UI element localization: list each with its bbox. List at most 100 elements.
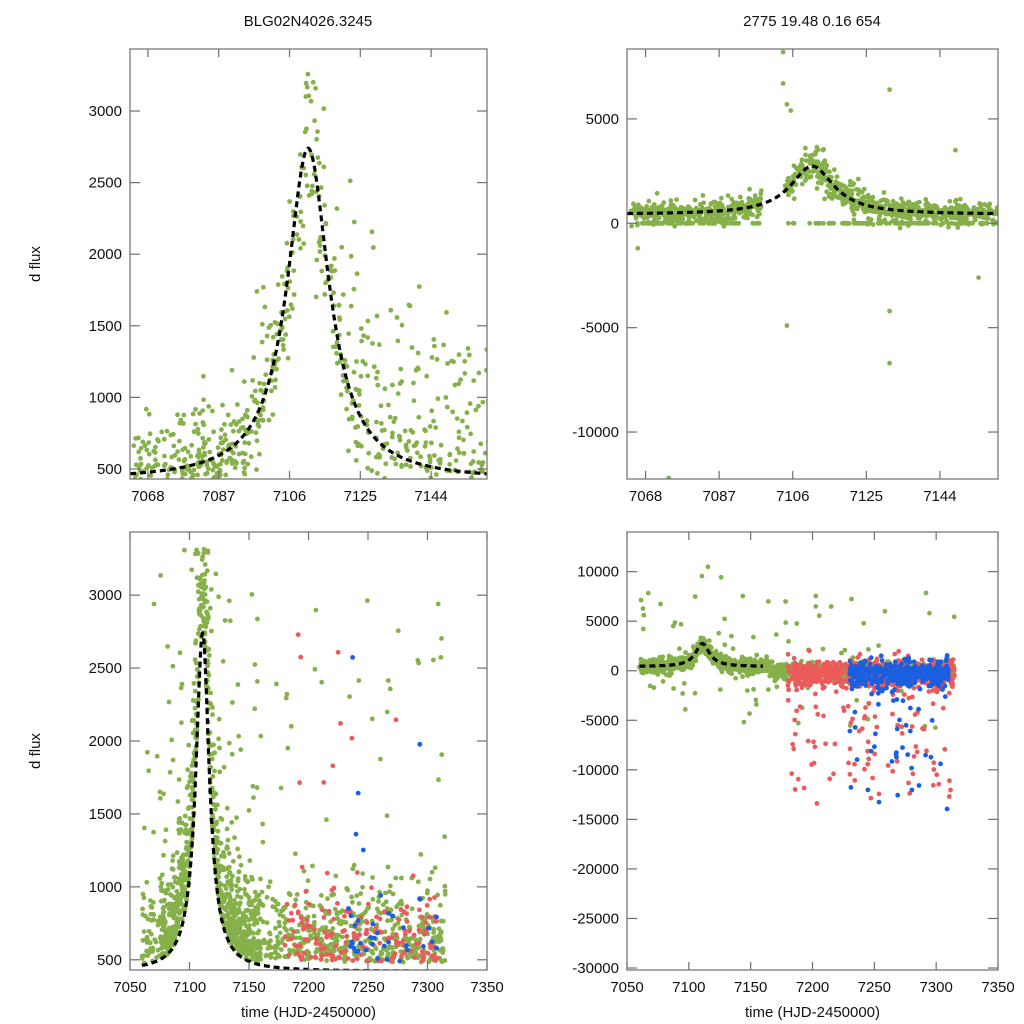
data-point-green: [896, 213, 902, 219]
data-point-green: [303, 80, 309, 86]
data-point-green: [354, 359, 359, 364]
data-point-green: [369, 229, 375, 235]
data-point-green: [159, 941, 165, 947]
data-point-green: [659, 220, 665, 226]
data-point-green: [308, 98, 314, 104]
data-point-green: [342, 358, 348, 363]
data-point-green: [453, 488, 458, 493]
data-point-green: [145, 937, 151, 943]
data-point-green: [382, 929, 388, 935]
data-point-green: [353, 439, 359, 445]
data-point-red: [400, 938, 406, 944]
y-tick-label: 3000: [89, 103, 122, 120]
data-point-green: [236, 869, 242, 875]
data-point-green: [445, 505, 450, 510]
data-point-green: [882, 608, 888, 614]
data-point-green: [399, 322, 405, 328]
data-point-blue: [417, 896, 422, 902]
data-point-green: [946, 224, 951, 230]
data-point-green: [431, 337, 437, 342]
data-point-green: [447, 462, 453, 467]
data-point-red: [295, 943, 301, 949]
data-point-green: [167, 943, 173, 949]
data-point-green: [304, 126, 309, 132]
data-point-green: [260, 839, 266, 845]
plot-frame: [129, 48, 488, 480]
data-point-green: [697, 220, 703, 226]
data-point-green: [349, 414, 355, 420]
data-point-green: [231, 902, 237, 908]
data-point-green: [483, 481, 488, 486]
data-point-green: [390, 430, 395, 436]
data-point-green: [211, 742, 216, 748]
data-point-green: [297, 935, 303, 941]
data-point-blue: [405, 947, 410, 953]
data-point-green: [893, 208, 899, 214]
data-point-green: [237, 942, 243, 948]
data-point-green: [810, 152, 816, 158]
data-point-green: [146, 928, 152, 934]
data-point-green: [453, 458, 459, 463]
data-point-green: [750, 220, 756, 226]
data-point-red: [298, 915, 304, 921]
data-point-red: [407, 928, 412, 934]
data-point-green: [714, 216, 719, 222]
data-point-green: [334, 206, 340, 212]
data-point-green: [167, 936, 172, 941]
data-point-green: [949, 220, 955, 226]
data-point-green: [629, 223, 634, 229]
data-point-green: [186, 876, 191, 882]
data-point-red: [393, 932, 399, 938]
data-point-green: [206, 404, 212, 409]
data-point-green: [899, 688, 904, 694]
data-point-green: [252, 706, 258, 712]
data-point-green: [168, 882, 174, 887]
data-point-green: [162, 453, 167, 459]
data-point-green: [481, 499, 486, 504]
data-point-green: [202, 562, 208, 567]
data-point-green: [453, 545, 458, 550]
data-point-red: [295, 632, 301, 637]
data-point-green: [248, 908, 254, 914]
data-point-red: [325, 952, 330, 957]
data-point-green: [254, 920, 260, 926]
data-point-green: [716, 630, 722, 636]
data-point-green: [208, 587, 214, 592]
data-point-green: [898, 196, 904, 202]
data-point-green: [442, 883, 448, 889]
data-point-green: [654, 190, 660, 196]
data-point-green: [228, 422, 234, 427]
data-point-green: [866, 647, 871, 652]
data-point-green: [215, 857, 221, 863]
data-point-green: [218, 440, 224, 446]
data-point-red: [329, 957, 335, 963]
data-point-green: [378, 403, 384, 409]
data-point-green: [757, 211, 762, 217]
panel-bottom-right: 7050 7100 7150 7200 7250 7300 7350-30000-25000…: [572, 531, 1015, 1021]
data-point-red: [284, 901, 290, 907]
data-point-red: [305, 937, 310, 943]
data-point-red: [433, 919, 439, 924]
data-point-green: [270, 412, 276, 417]
data-point-green: [223, 437, 229, 443]
data-point-green: [683, 650, 688, 655]
data-point-green: [693, 205, 699, 211]
data-point-red: [363, 931, 369, 937]
data-point-red: [404, 904, 410, 910]
data-point-green: [280, 907, 286, 912]
data-point-green: [148, 911, 154, 917]
data-point-blue: [360, 847, 366, 853]
data-point-green: [462, 485, 467, 490]
data-point-red: [299, 920, 305, 925]
data-point-green: [193, 640, 198, 646]
data-point-red: [343, 948, 349, 954]
data-point-green: [403, 462, 409, 468]
data-point-green: [133, 436, 139, 441]
data-point-green: [348, 253, 354, 259]
data-point-green: [684, 220, 690, 226]
data-point-green: [488, 334, 493, 339]
data-point-green: [215, 847, 221, 852]
data-point-green: [235, 922, 240, 928]
data-point-green: [436, 540, 441, 545]
data-point-green: [912, 220, 918, 226]
